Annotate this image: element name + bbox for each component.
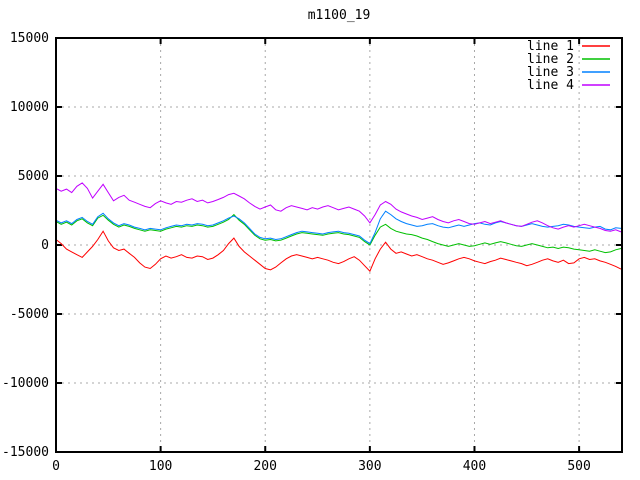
legend-label: line 3 — [527, 65, 574, 80]
x-tick-label: 500 — [567, 459, 590, 474]
y-tick-label: 15000 — [10, 31, 49, 46]
x-tick-label: 300 — [358, 459, 381, 474]
series-line-3 — [55, 210, 622, 245]
y-tick-label: -5000 — [10, 307, 49, 322]
series-line-4 — [55, 182, 622, 233]
x-tick-label: 100 — [149, 459, 172, 474]
plot-border — [55, 37, 623, 453]
x-tick-label: 0 — [52, 459, 60, 474]
series-line-2 — [55, 213, 622, 254]
legend-label: line 1 — [527, 39, 574, 54]
series-line-1 — [55, 230, 622, 273]
y-tick-label: 10000 — [10, 100, 49, 115]
y-tick-label: 5000 — [18, 169, 49, 184]
legend-label: line 2 — [527, 52, 574, 67]
legend-label: line 4 — [527, 78, 574, 93]
x-tick-label: 400 — [463, 459, 486, 474]
y-tick-label: -10000 — [2, 376, 49, 391]
y-tick-label: -15000 — [2, 445, 49, 460]
x-tick-label: 200 — [253, 459, 276, 474]
y-tick-label: 0 — [41, 238, 49, 253]
